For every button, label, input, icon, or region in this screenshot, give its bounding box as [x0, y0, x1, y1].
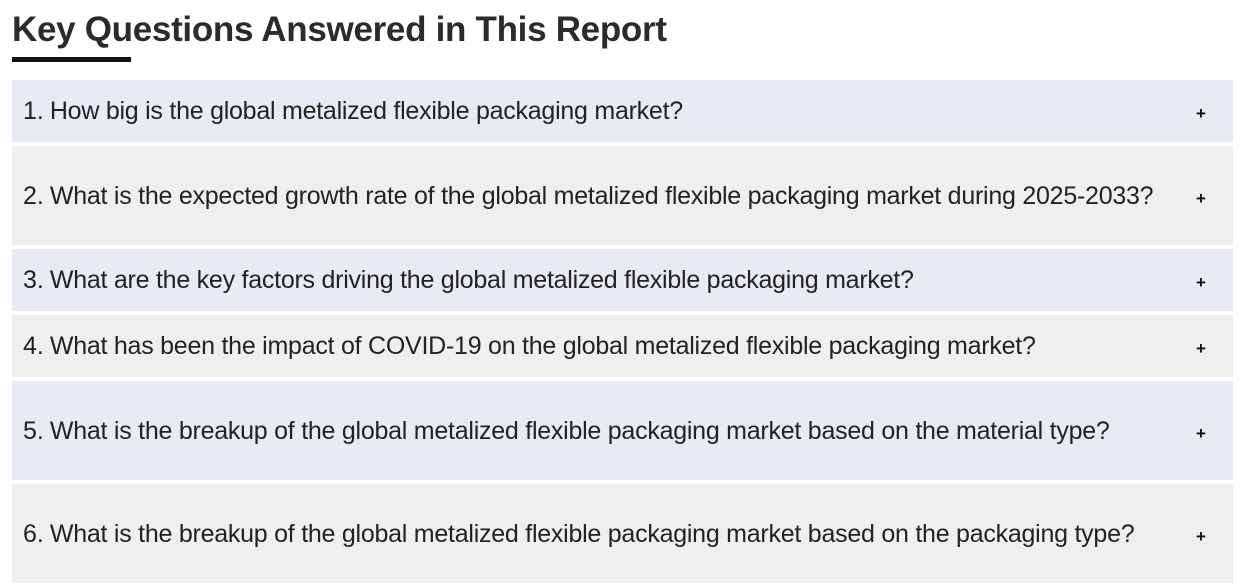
expand-plus-icon[interactable]: +: [1196, 339, 1206, 358]
faq-item-1[interactable]: 1. How big is the global metalized flexi…: [12, 80, 1233, 142]
expand-plus-icon[interactable]: +: [1196, 188, 1206, 208]
faq-number: 6.: [23, 519, 44, 548]
faq-item-5[interactable]: 5. What is the breakup of the global met…: [12, 381, 1233, 480]
expand-plus-icon[interactable]: +: [1196, 273, 1206, 292]
faq-question: What are the key factors driving the glo…: [49, 266, 914, 294]
page-title: Key Questions Answered in This Report: [12, 10, 667, 49]
faq-number: 3.: [23, 266, 44, 294]
faq-accordion: 1. How big is the global metalized flexi…: [12, 80, 1233, 587]
expand-plus-icon[interactable]: +: [1196, 526, 1206, 546]
faq-number: 2.: [23, 181, 44, 210]
faq-item-2[interactable]: 2. What is the expected growth rate of t…: [12, 146, 1233, 245]
expand-plus-icon[interactable]: +: [1196, 104, 1206, 123]
faq-item-3[interactable]: 3. What are the key factors driving the …: [12, 249, 1233, 311]
faq-question: How big is the global metalized flexible…: [49, 97, 683, 125]
faq-number: 4.: [23, 332, 44, 360]
faq-question: What has been the impact of COVID-19 on …: [49, 332, 1036, 360]
faq-question: What is the breakup of the global metali…: [49, 519, 1135, 548]
faq-number: 5.: [23, 416, 44, 445]
expand-plus-icon[interactable]: +: [1196, 423, 1206, 443]
faq-item-6[interactable]: 6. What is the breakup of the global met…: [12, 484, 1233, 583]
faq-number: 1.: [23, 97, 44, 125]
title-underline: [12, 57, 131, 62]
faq-question: What is the breakup of the global metali…: [49, 416, 1110, 445]
faq-item-4[interactable]: 4. What has been the impact of COVID-19 …: [12, 315, 1233, 377]
faq-question: What is the expected growth rate of the …: [49, 181, 1154, 210]
